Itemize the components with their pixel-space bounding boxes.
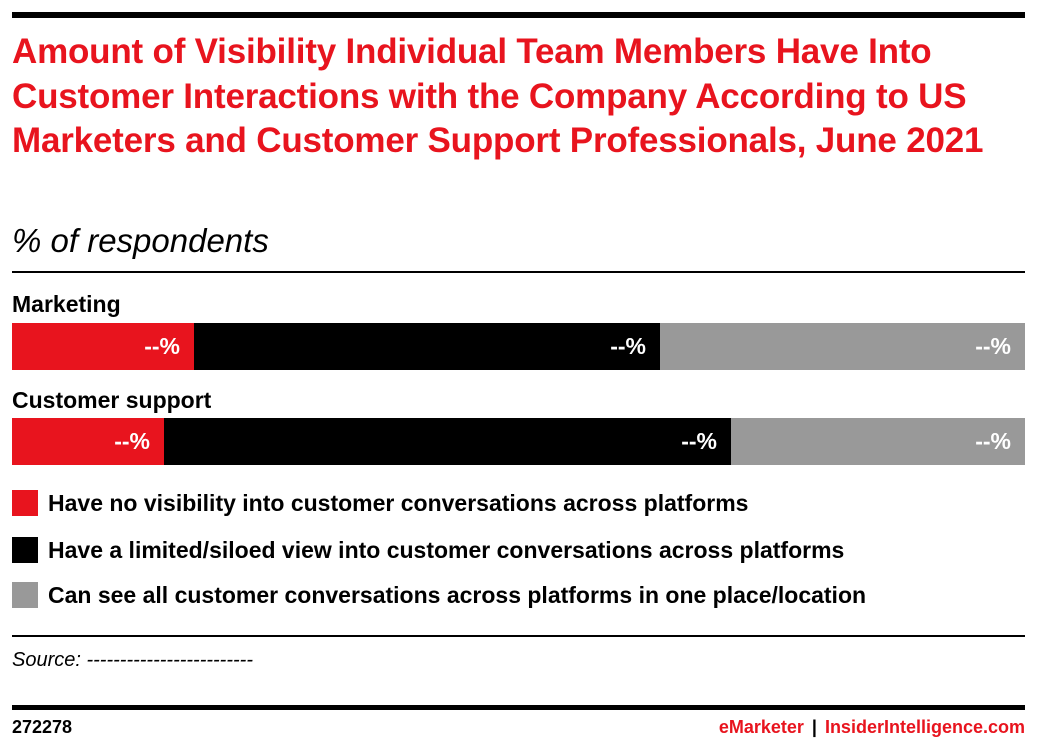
bar-segment: --%	[12, 418, 164, 465]
stacked-bar: --% --% --%	[12, 418, 1025, 465]
subtitle-rule	[12, 271, 1025, 273]
chart-id: 272278	[12, 717, 73, 737]
legend-swatch	[12, 490, 38, 516]
bar-segment: --%	[660, 323, 1025, 370]
legend-label: Can see all customer conversations acros…	[48, 582, 867, 608]
data-label: --%	[975, 333, 1011, 359]
data-label: --%	[144, 333, 180, 359]
data-label: --%	[610, 333, 646, 359]
data-label: --%	[681, 428, 717, 454]
brand-separator: |	[811, 717, 817, 737]
brand-credit: eMarketer | InsiderIntelligence.com	[719, 714, 1025, 740]
legend-rule	[12, 635, 1025, 637]
legend-swatch	[12, 537, 38, 563]
legend-swatch	[12, 582, 38, 608]
data-label: --%	[114, 428, 150, 454]
chart-title: Amount of Visibility Individual Team Mem…	[12, 32, 984, 160]
brand-insider-intelligence: InsiderIntelligence.com	[824, 717, 1025, 737]
legend-label: Have a limited/siloed view into customer…	[48, 537, 845, 563]
bar-segment: --%	[164, 418, 731, 465]
category-label: Customer support	[12, 387, 212, 413]
legend-label: Have no visibility into customer convers…	[48, 490, 749, 516]
data-label: --%	[975, 428, 1011, 454]
bar-segment: --%	[731, 418, 1025, 465]
bar-segment: --%	[194, 323, 660, 370]
chart-subtitle: % of respondents	[12, 222, 269, 259]
category-label: Marketing	[12, 291, 121, 317]
source-note: Source: -------------------------	[12, 649, 253, 671]
top-rule	[12, 12, 1025, 18]
footer-rule	[12, 705, 1025, 710]
stacked-bar: --% --% --%	[12, 323, 1025, 370]
bar-segment: --%	[12, 323, 194, 370]
brand-emarketer: eMarketer	[718, 717, 804, 737]
